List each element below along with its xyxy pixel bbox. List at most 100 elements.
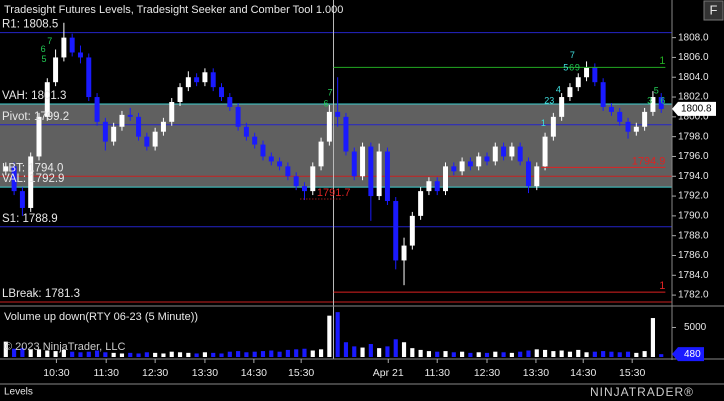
tab[interactable]: Levels: [4, 387, 33, 398]
y-tick-label: 1802.0: [678, 92, 709, 103]
candle-body: [484, 156, 490, 162]
candle-body: [69, 37, 75, 53]
volume-bar: [451, 352, 456, 357]
y-tick-label: 1798.0: [678, 131, 709, 142]
volume-bar: [53, 351, 58, 357]
candle-body: [443, 166, 448, 192]
candle-body: [567, 87, 573, 98]
candle-body: [525, 161, 531, 187]
x-tick-label: 14:30: [241, 367, 267, 379]
candle-body: [285, 166, 291, 177]
volume-tick-label: 5000: [684, 322, 707, 333]
y-tick-label: 1786.0: [678, 250, 709, 261]
x-tick-label: 15:30: [288, 367, 314, 379]
volume-bar: [435, 351, 440, 357]
level-label: VAL: 1792.9: [2, 173, 64, 185]
volume-bar: [426, 351, 431, 357]
candle-body: [434, 181, 440, 192]
volume-bar: [410, 348, 415, 357]
volume-bar: [260, 351, 266, 357]
volume-bar: [219, 353, 224, 357]
y-tick-label: 1788.0: [678, 230, 709, 241]
candle-body: [642, 111, 648, 127]
volume-tag-label: 480: [684, 349, 701, 360]
seeker-count: 4: [556, 84, 561, 94]
candle-body: [111, 126, 117, 142]
candle-body: [61, 37, 67, 58]
volume-bar: [12, 348, 17, 357]
volume-bar: [526, 350, 531, 357]
volume-bar: [103, 352, 108, 357]
candle-body: [160, 121, 166, 132]
candle-body: [393, 201, 399, 261]
price-tag: [672, 101, 716, 116]
candle-body: [210, 72, 216, 88]
candle-body: [102, 121, 108, 142]
seeker-count: 7: [47, 36, 52, 46]
candle-body: [268, 156, 274, 162]
volume-bar: [584, 352, 589, 357]
x-tick-label: 13:30: [523, 367, 549, 379]
volume-bar: [468, 352, 473, 357]
candle-body: [227, 97, 233, 107]
volume-bar: [128, 352, 133, 357]
y-tick-label: 1790.0: [678, 211, 709, 222]
signal-label: 1: [659, 55, 665, 67]
x-tick-label: 15:30: [619, 367, 645, 379]
candle-body: [326, 111, 332, 142]
candle-body: [409, 215, 415, 246]
volume-bar: [20, 348, 25, 357]
candle-body: [575, 77, 581, 88]
volume-bar: [601, 351, 606, 357]
volume-bar: [659, 354, 664, 357]
candle-body: [144, 136, 150, 147]
volume-bar: [244, 352, 249, 357]
level-label: S1: 1788.9: [2, 213, 58, 225]
volume-bar: [401, 342, 407, 357]
volume-bar: [111, 352, 116, 357]
candle-body: [550, 116, 556, 137]
volume-bar: [650, 318, 655, 357]
button[interactable]: [703, 0, 724, 21]
signal-label: 1791.7: [317, 187, 351, 199]
volume-bar: [377, 348, 382, 357]
y-tick-label: 1784.0: [678, 270, 709, 281]
volume-bar: [576, 349, 581, 357]
volume-bar: [460, 351, 465, 357]
volume-bar: [318, 349, 324, 357]
level-label: R1: 1808.5: [2, 19, 58, 31]
seeker-count: 6: [660, 95, 665, 105]
candle-body: [127, 114, 133, 117]
volume-bar: [294, 349, 299, 357]
candle-body: [467, 161, 473, 167]
button-label[interactable]: F: [710, 2, 718, 17]
volume-bar: [144, 352, 149, 357]
candle-body: [335, 111, 341, 117]
volume-bar: [335, 312, 340, 357]
copyright: © 2023 NinjaTrader, LLC: [4, 341, 125, 353]
seeker-count: 9: [575, 63, 580, 73]
volume-bar: [385, 346, 390, 357]
candle-body: [119, 114, 125, 127]
volume-bar: [343, 342, 349, 357]
candle-body: [476, 156, 482, 167]
y-tick-label: 1794.0: [678, 171, 709, 182]
candle-body: [152, 131, 158, 147]
candle-body: [19, 191, 25, 208]
x-tick-label: 12:30: [142, 367, 168, 379]
x-tick-label: 11:30: [424, 367, 450, 379]
candle-body: [376, 151, 382, 197]
candle-body: [36, 116, 42, 157]
volume-bar: [360, 347, 365, 357]
volume-bar: [153, 352, 158, 357]
volume-bar: [3, 341, 8, 357]
candle-body: [260, 144, 266, 157]
candle-body: [343, 116, 349, 152]
candle-body: [136, 116, 142, 137]
volume-bar: [86, 351, 91, 357]
level-label: LBT: 1794.0: [2, 162, 63, 174]
level-label: VAH: 1801.3: [2, 90, 66, 102]
axis-background: [672, 0, 724, 401]
volume-bar: [194, 353, 199, 357]
candle-body: [517, 146, 523, 162]
